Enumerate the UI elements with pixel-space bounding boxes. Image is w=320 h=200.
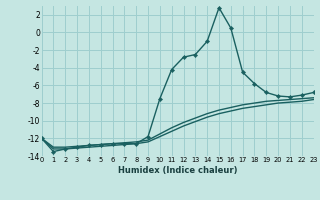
X-axis label: Humidex (Indice chaleur): Humidex (Indice chaleur) (118, 166, 237, 175)
